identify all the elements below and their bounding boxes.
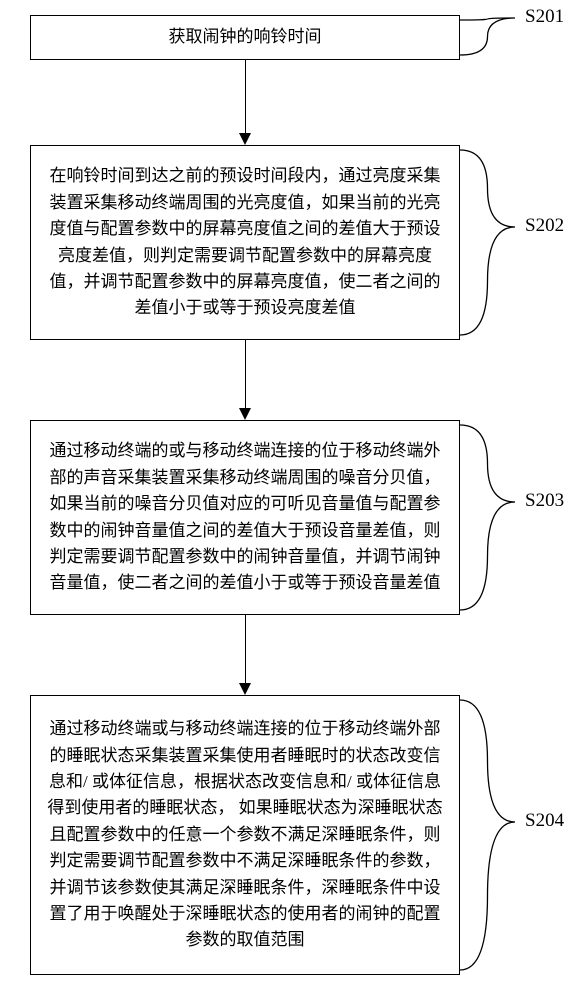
step-label-s202: S202	[525, 215, 564, 237]
flow-arrow	[245, 615, 246, 685]
flow-node-text: 在响铃时间到达之前的预设时间段内，通过亮度采集装置采集移动终端周围的光亮度值，如…	[43, 163, 447, 321]
flow-arrow	[245, 60, 246, 135]
flow-node-s203: 通过移动终端的或与移动终端连接的位于移动终端外部的声音采集装置采集移动终端周围的…	[30, 420, 460, 615]
flow-node-s204: 通过移动终端或与移动终端连接的位于移动终端外部的睡眠状态采集装置采集使用者睡眠时…	[30, 695, 460, 975]
step-label-s203: S203	[525, 490, 564, 512]
brace-connector	[458, 698, 517, 972]
brace-connector	[458, 423, 517, 612]
flow-node-text: 获取闹钟的响铃时间	[169, 24, 322, 50]
flow-arrow	[245, 340, 246, 410]
flow-arrow-head-icon	[239, 133, 251, 145]
flow-node-s202: 在响铃时间到达之前的预设时间段内，通过亮度采集装置采集移动终端周围的光亮度值，如…	[30, 145, 460, 340]
flowchart-canvas: 获取闹钟的响铃时间 在响铃时间到达之前的预设时间段内，通过亮度采集装置采集移动终…	[0, 0, 585, 1000]
flow-node-text: 通过移动终端的或与移动终端连接的位于移动终端外部的声音采集装置采集移动终端周围的…	[43, 438, 447, 596]
step-label-s204: S204	[525, 810, 564, 832]
flow-node-s201: 获取闹钟的响铃时间	[30, 15, 460, 60]
flow-node-text: 通过移动终端或与移动终端连接的位于移动终端外部的睡眠状态采集装置采集使用者睡眠时…	[43, 716, 447, 953]
step-label-s201: S201	[525, 6, 564, 28]
brace-connector	[458, 148, 517, 337]
flow-arrow-head-icon	[239, 683, 251, 695]
brace-connector	[458, 16, 517, 57]
flow-arrow-head-icon	[239, 408, 251, 420]
